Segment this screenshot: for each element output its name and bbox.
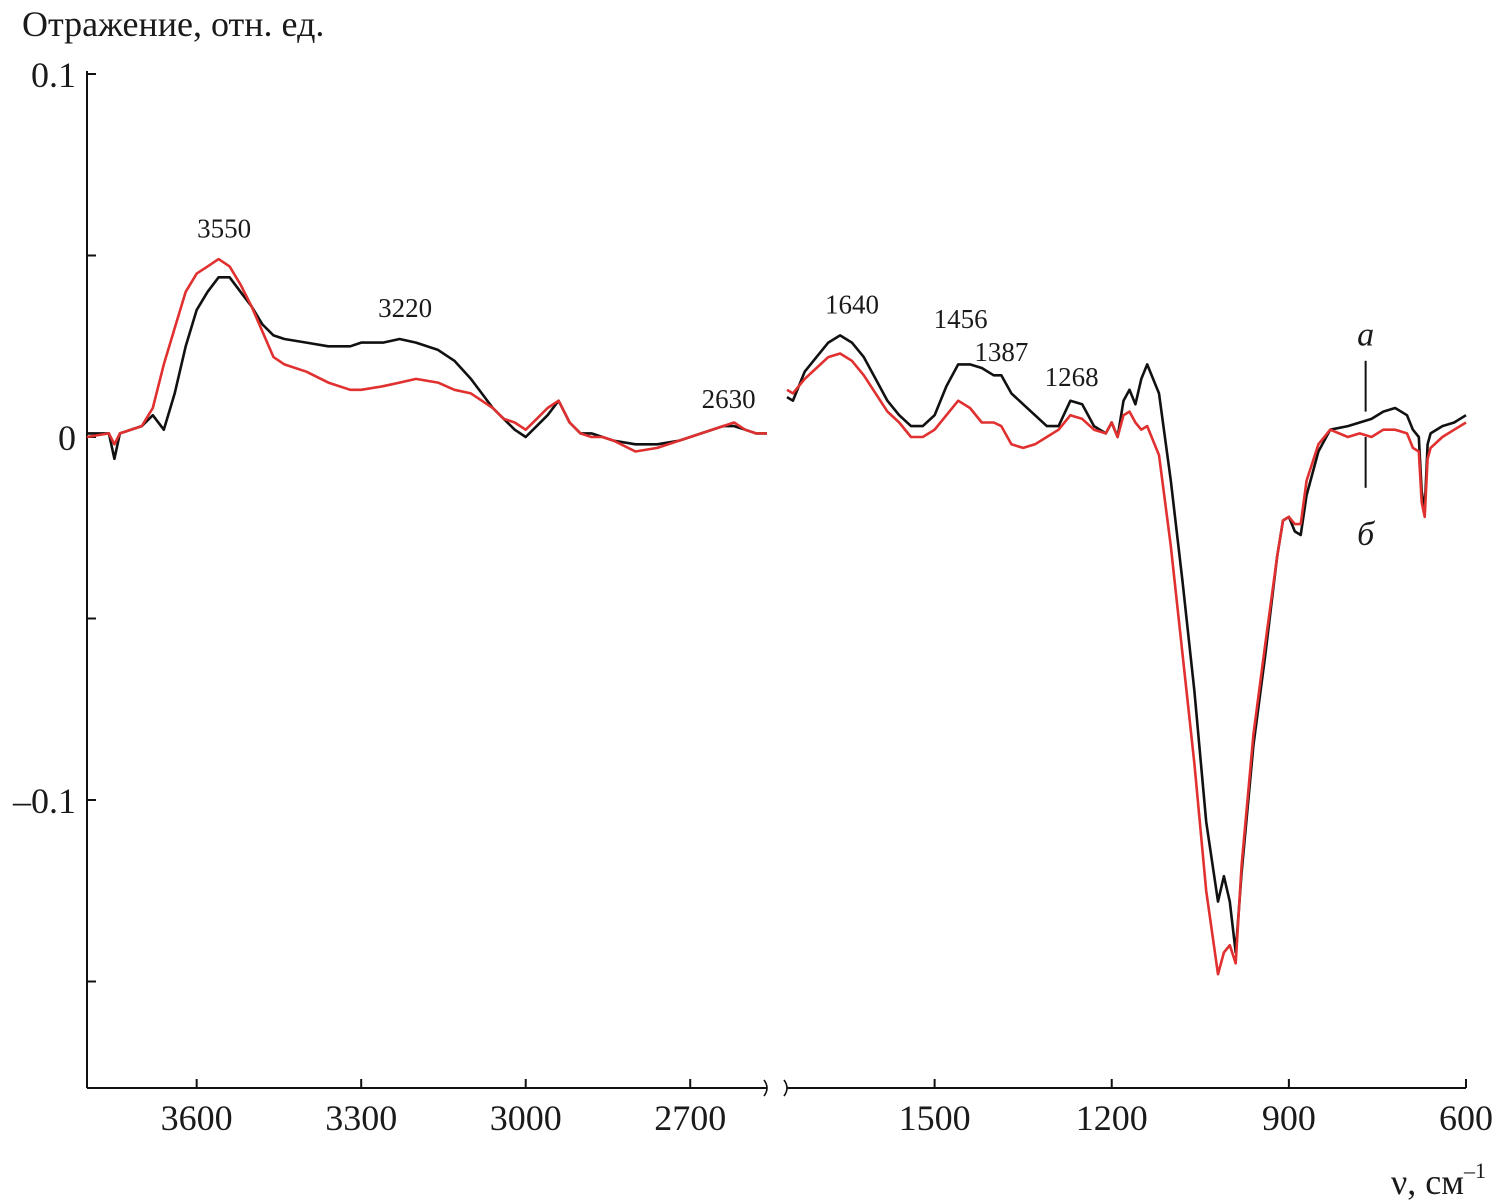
peak-annotation: 3220 [378, 293, 432, 323]
x-tick-label: 1200 [1076, 1098, 1148, 1138]
y-axis-label: Отражение, отн. ед. [22, 4, 324, 44]
curve-label-b: б [1357, 516, 1376, 553]
x-axis-label-sup: –1 [1463, 1158, 1486, 1183]
x-tick-label: 3600 [161, 1098, 233, 1138]
x-axis-label: ν, см–1 [1391, 1158, 1486, 1202]
x-tick-label: 3000 [490, 1098, 562, 1138]
series-b-line-segment-2 [786, 352, 1467, 976]
peak-annotation: 1387 [974, 337, 1028, 367]
series-a-line-segment-2 [786, 334, 1467, 954]
x-tick-label: 3300 [325, 1098, 397, 1138]
peak-annotation: 1640 [825, 290, 879, 320]
peak-annotation: 3550 [197, 213, 251, 243]
x-axis-label-main: ν, см [1391, 1162, 1464, 1202]
axis-break-mark [763, 1079, 768, 1097]
series-b-line-segment-1 [86, 257, 767, 453]
curve-label-a: а [1357, 316, 1374, 353]
peak-annotation: 1268 [1045, 362, 1099, 392]
x-tick-label: 900 [1262, 1098, 1316, 1138]
x-tick-label: 1500 [899, 1098, 971, 1138]
y-tick-label: 0.1 [31, 55, 76, 95]
x-tick-label: 2700 [654, 1098, 726, 1138]
series-a-line-segment-1 [87, 276, 767, 461]
peak-annotation: 2630 [702, 384, 756, 414]
y-tick-label: –0.1 [12, 781, 76, 821]
y-tick-label: 0 [58, 418, 76, 458]
peak-annotation: 1456 [934, 304, 988, 334]
axis-break-mark [783, 1079, 788, 1097]
x-tick-label: 600 [1439, 1098, 1493, 1138]
